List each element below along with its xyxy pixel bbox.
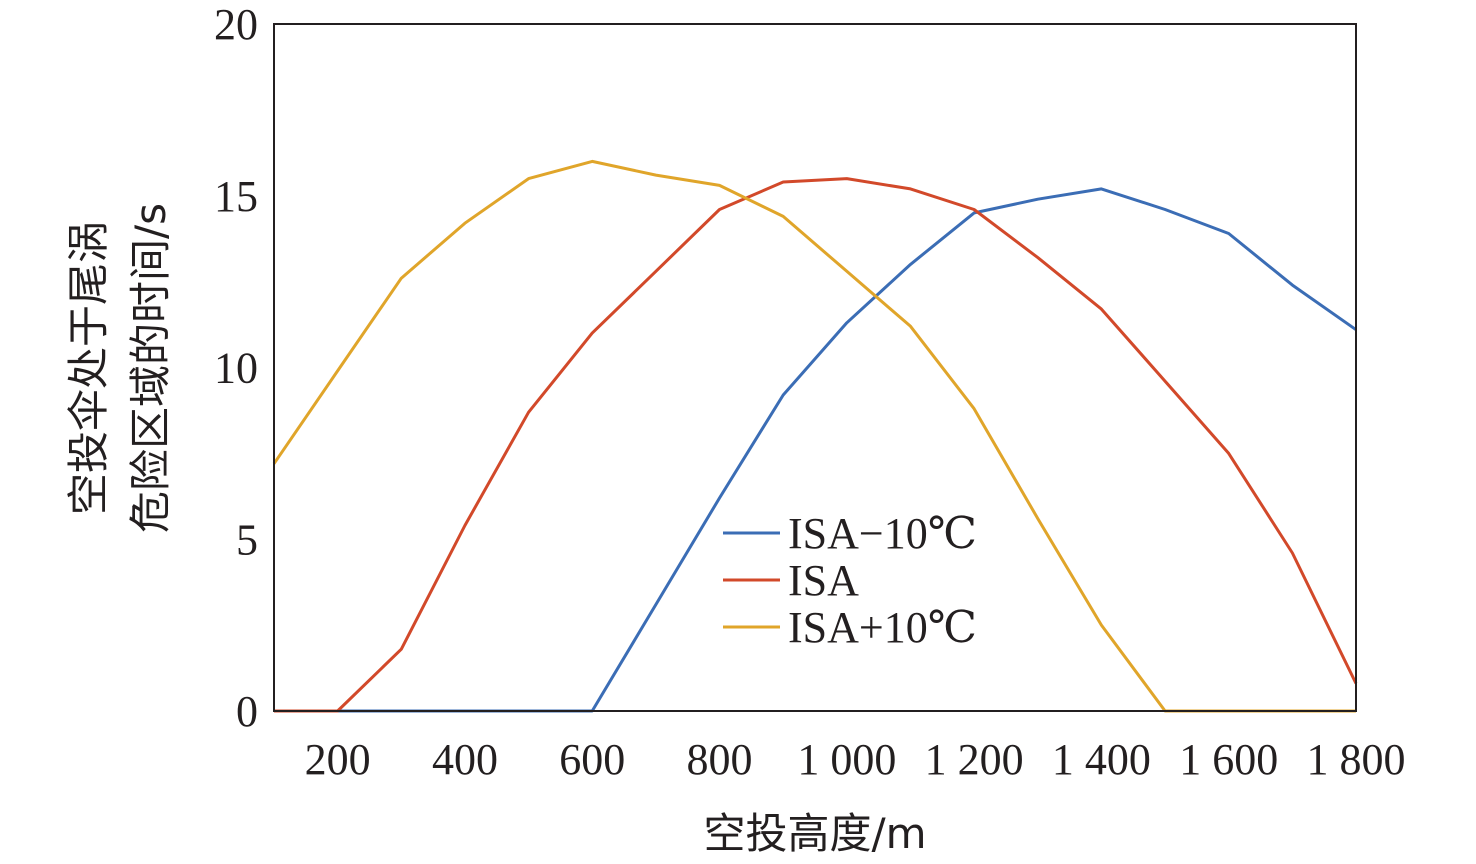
x-tick-label: 1 800: [1307, 735, 1406, 784]
x-tick-label: 1 400: [1052, 735, 1151, 784]
legend-item: ISA: [723, 556, 859, 605]
y-tick-label: 5: [236, 515, 258, 564]
y-axis-tick-labels: 0 5 10 15 20: [214, 0, 258, 736]
legend-label: ISA+10℃: [788, 603, 977, 652]
y-axis-title-line-2: 危险区域的时间/s: [126, 203, 175, 533]
legend: ISA−10℃ ISA ISA+10℃: [723, 509, 977, 652]
legend-label: ISA−10℃: [788, 509, 977, 558]
y-tick-label: 10: [214, 344, 258, 393]
y-axis-title: 空投伞处于尾涡 危险区域的时间/s: [64, 203, 175, 533]
x-tick-label: 800: [687, 735, 753, 784]
legend-label: ISA: [788, 556, 859, 605]
x-tick-label: 400: [432, 735, 498, 784]
x-tick-label: 1 000: [797, 735, 896, 784]
x-tick-label: 200: [305, 735, 371, 784]
legend-item: ISA−10℃: [723, 509, 977, 558]
legend-item: ISA+10℃: [723, 603, 977, 652]
y-tick-label: 0: [236, 687, 258, 736]
x-tick-label: 1 600: [1179, 735, 1278, 784]
x-axis-title: 空投高度/m: [703, 809, 926, 858]
y-axis-title-line-1: 空投伞处于尾涡: [64, 221, 113, 515]
x-tick-label: 1 200: [925, 735, 1024, 784]
y-tick-label: 20: [214, 0, 258, 49]
x-axis-tick-labels: 200 400 600 800 1 000 1 200 1 400 1 600 1 800: [305, 735, 1406, 784]
plot-area-frame: [273, 23, 1357, 712]
x-tick-label: 600: [559, 735, 625, 784]
y-tick-label: 15: [214, 172, 258, 221]
series-line: [274, 177, 1358, 713]
